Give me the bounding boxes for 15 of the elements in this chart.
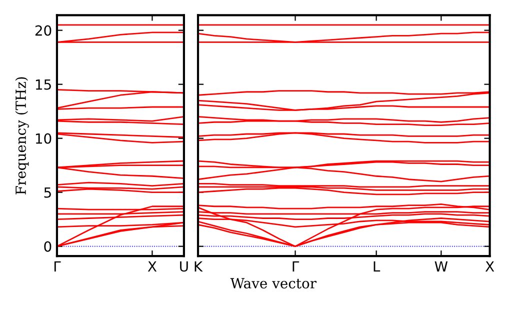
y-tick-label: 20 xyxy=(35,25,52,36)
x-tick-label: W xyxy=(434,261,448,272)
x-tick-label: K xyxy=(194,261,203,272)
y-tick-label: 10 xyxy=(36,133,52,144)
x-tick-label: U xyxy=(180,261,188,272)
x-tick-label: X xyxy=(148,261,157,272)
x-tick-label: Γ xyxy=(292,261,300,272)
x-tick-label: L xyxy=(374,261,380,272)
x-axis-title: Wave vector xyxy=(230,278,317,288)
x-tick-label: X xyxy=(485,261,494,272)
y-tick-label: 15 xyxy=(36,79,51,90)
y-axis-title: Frequency (THz) xyxy=(15,77,29,194)
y-tick-label: 0 xyxy=(44,241,52,252)
y-tick-label: 5 xyxy=(44,187,51,198)
x-tick-label: Γ xyxy=(54,261,61,272)
